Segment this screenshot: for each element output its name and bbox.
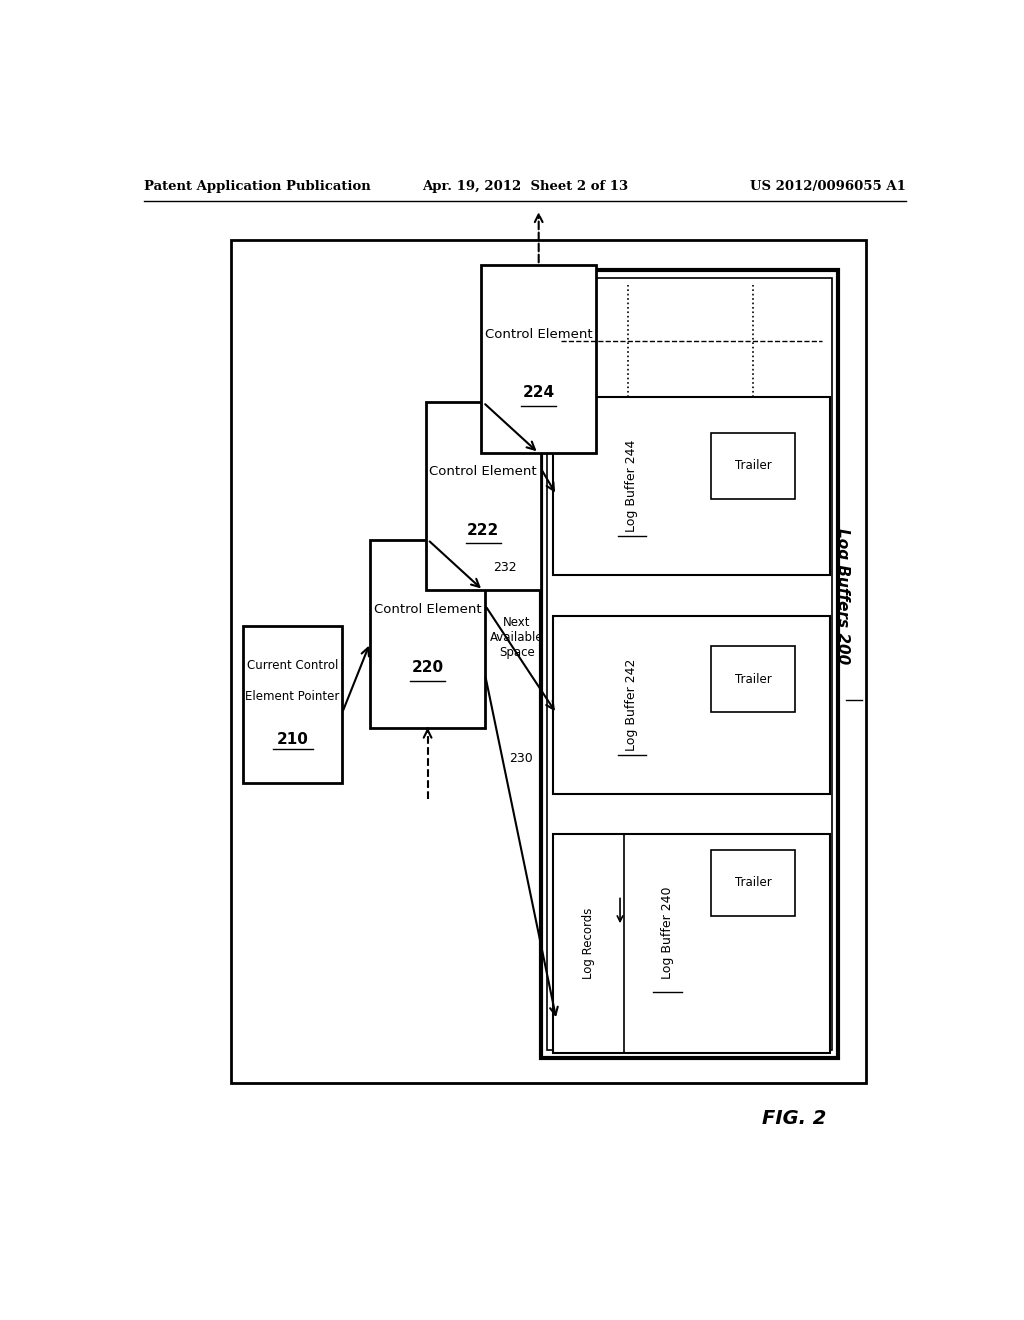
Text: Trailer: Trailer [734,876,771,890]
Text: Current Control: Current Control [247,659,338,672]
Bar [481,265,596,453]
Text: Log Buffer 242: Log Buffer 242 [626,659,638,751]
Text: Control Element: Control Element [429,466,537,478]
Bar [541,271,839,1057]
Text: Log Buffers 200: Log Buffers 200 [835,528,850,664]
Text: US 2012/0096055 A1: US 2012/0096055 A1 [750,181,905,193]
Text: 222: 222 [467,523,500,537]
Text: Element Pointer: Element Pointer [246,690,340,704]
Bar [547,279,831,1049]
Text: 210: 210 [276,731,308,747]
Text: 224: 224 [522,385,555,400]
Text: Log Records: Log Records [582,908,595,979]
Text: Apr. 19, 2012  Sheet 2 of 13: Apr. 19, 2012 Sheet 2 of 13 [422,181,628,193]
Text: 230: 230 [509,751,532,764]
Text: Log Buffer 240: Log Buffer 240 [662,887,674,979]
Bar [370,540,485,727]
Bar [712,433,795,499]
Text: Control Element: Control Element [485,329,593,341]
Text: 232: 232 [494,561,517,574]
Bar [243,626,342,784]
Bar [553,615,830,793]
Text: FIG. 2: FIG. 2 [763,1109,826,1129]
Bar [553,834,830,1053]
Text: Log Buffer 244: Log Buffer 244 [626,440,638,532]
Text: Next
Available
Space: Next Available Space [490,616,544,659]
Bar [553,397,830,576]
Bar [712,647,795,713]
Text: Trailer: Trailer [734,673,771,686]
Text: Control Element: Control Element [374,603,481,615]
Text: Patent Application Publication: Patent Application Publication [143,181,371,193]
Text: Trailer: Trailer [734,459,771,473]
Bar [426,403,541,590]
Bar [231,240,866,1084]
Text: 220: 220 [412,660,443,675]
Bar [712,850,795,916]
